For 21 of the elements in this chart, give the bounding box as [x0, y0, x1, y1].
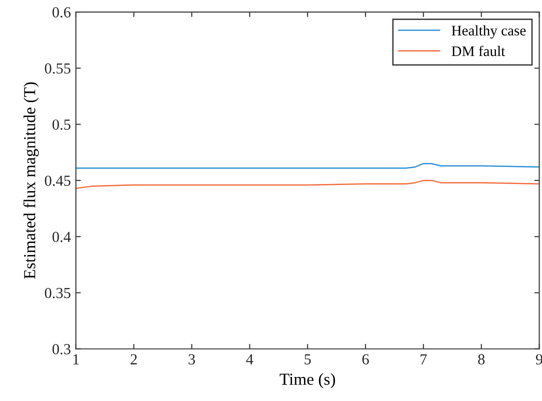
x-tick-label: 6 — [362, 354, 369, 364]
y-tick-label: 0.55 — [44, 63, 70, 74]
x-tick-label: 2 — [130, 354, 137, 364]
x-tick-label: 4 — [246, 354, 254, 364]
legend-label: Healthy case — [452, 25, 526, 39]
x-tick-label: 3 — [188, 354, 195, 364]
legend-label: DM fault — [452, 46, 506, 56]
y-tick-label: 0.5 — [52, 119, 70, 130]
x-tick-label: 8 — [478, 354, 485, 364]
x-tick-label: 7 — [420, 354, 427, 364]
x-tick-label: 5 — [304, 354, 311, 364]
y-tick-label: 0.6 — [52, 7, 71, 18]
x-tick-label: 1 — [73, 354, 79, 364]
x-tick-label: 9 — [536, 354, 542, 364]
line-series — [76, 180, 540, 189]
y-tick-label: 0.3 — [52, 344, 70, 354]
y-tick-label: 0.35 — [44, 288, 70, 298]
y-axis-title: Estimated flux magnitude (T) — [23, 82, 39, 279]
y-tick-label: 0.45 — [44, 176, 70, 186]
y-tick-label: 0.4 — [52, 232, 71, 242]
x-axis-title: Time (s) — [280, 373, 336, 388]
